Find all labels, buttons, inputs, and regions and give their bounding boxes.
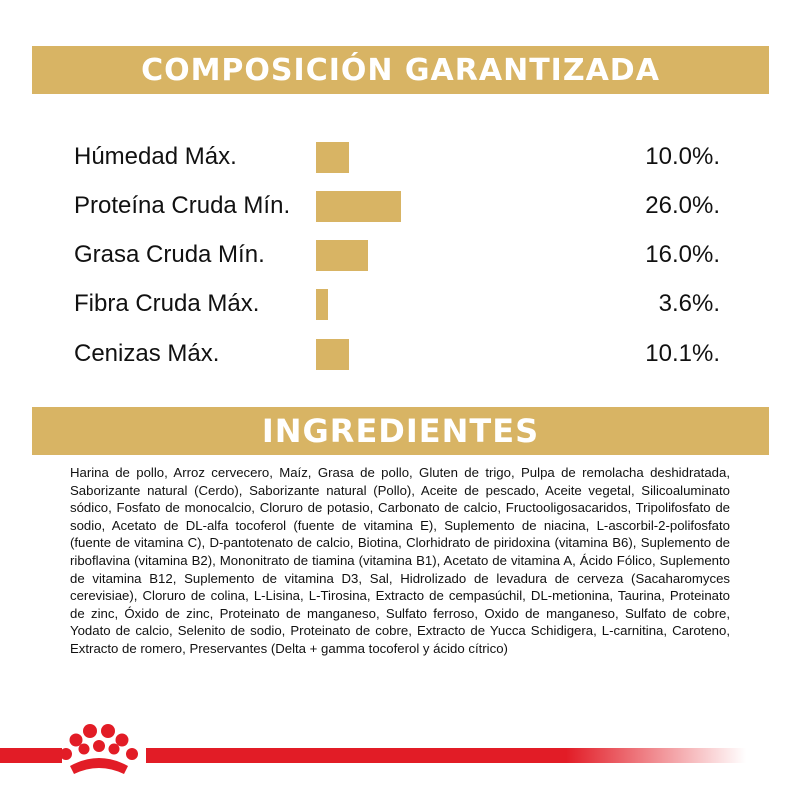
- row-label: Fibra Cruda Máx.: [74, 290, 260, 317]
- composition-row-humedad: Húmedad Máx. 10.0%.: [74, 140, 724, 174]
- row-bar: [316, 338, 349, 370]
- row-bar: [316, 239, 368, 271]
- row-bar: [316, 288, 328, 320]
- row-value: 10.1%.: [645, 340, 720, 367]
- composition-row-proteina: Proteína Cruda Mín. 26.0%.: [74, 189, 724, 223]
- brand-line-right: [146, 748, 746, 763]
- row-value: 26.0%.: [645, 192, 720, 219]
- composition-row-cenizas: Cenizas Máx. 10.1%.: [74, 337, 724, 371]
- composition-row-fibra: Fibra Cruda Máx. 3.6%.: [74, 287, 724, 321]
- ingredients-title: INGREDIENTES: [261, 412, 540, 450]
- composition-title-banner: COMPOSICIÓN GARANTIZADA: [32, 46, 769, 94]
- row-value: 3.6%.: [658, 290, 720, 317]
- composition-row-grasa: Grasa Cruda Mín. 16.0%.: [74, 238, 724, 272]
- row-label: Grasa Cruda Mín.: [74, 241, 265, 268]
- row-bar: [316, 141, 349, 173]
- ingredients-text: Harina de pollo, Arroz cervecero, Maíz, …: [70, 465, 730, 656]
- row-bar: [316, 190, 401, 222]
- brand-line-left: [0, 748, 62, 763]
- row-value: 10.0%.: [645, 143, 720, 170]
- royal-crown-icon: [60, 724, 138, 774]
- row-label: Húmedad Máx.: [74, 143, 237, 170]
- row-label: Proteína Cruda Mín.: [74, 192, 291, 219]
- composition-title: COMPOSICIÓN GARANTIZADA: [141, 52, 660, 88]
- ingredients-title-banner: INGREDIENTES: [32, 407, 769, 455]
- row-value: 16.0%.: [645, 241, 720, 268]
- row-label: Cenizas Máx.: [74, 340, 220, 367]
